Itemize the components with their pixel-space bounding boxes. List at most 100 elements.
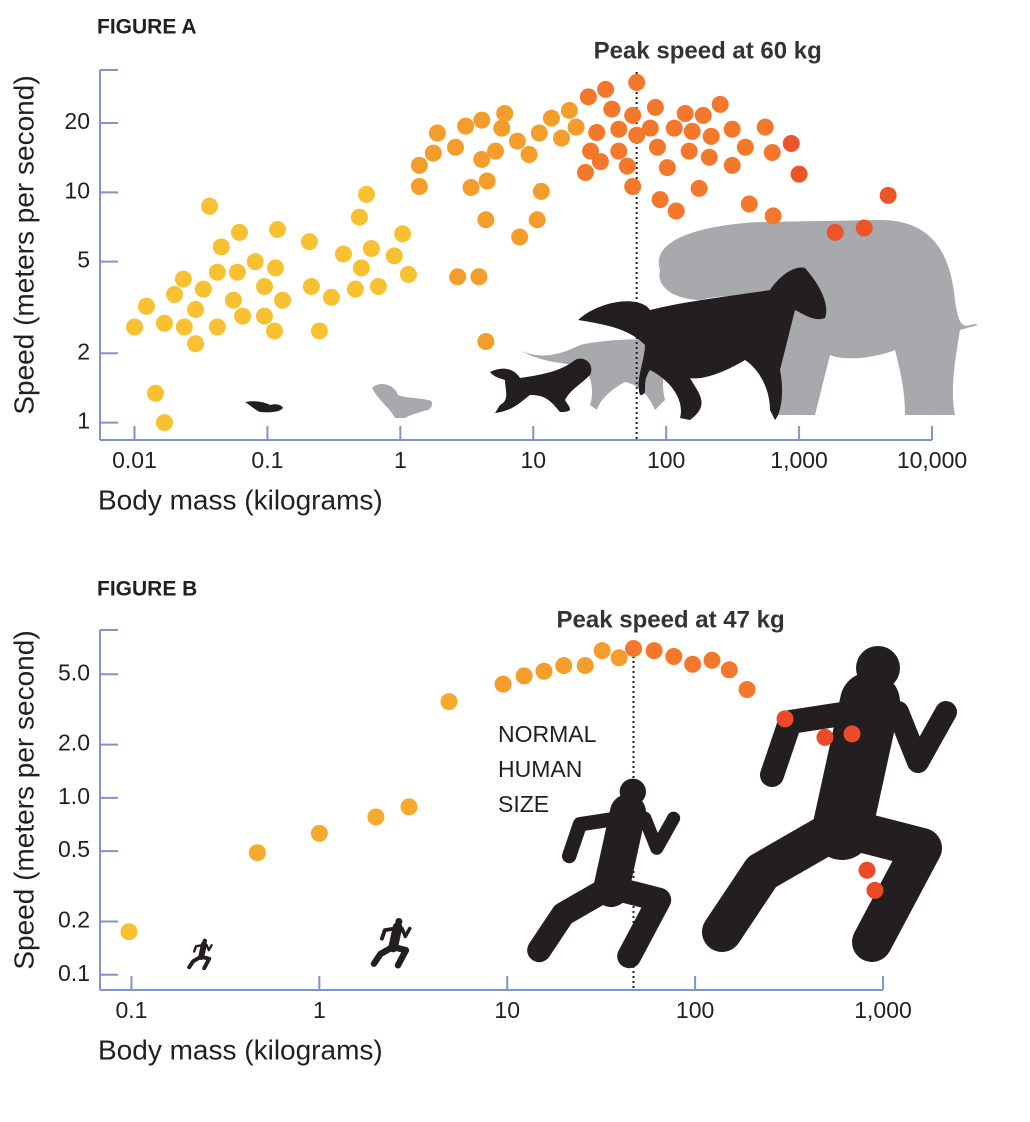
data-point xyxy=(302,277,320,295)
data-point xyxy=(703,651,721,669)
data-point xyxy=(268,220,286,238)
data-point xyxy=(723,120,741,138)
data-point xyxy=(147,384,165,402)
data-point xyxy=(764,207,782,225)
data-point xyxy=(658,159,676,177)
data-point xyxy=(665,119,683,137)
data-point xyxy=(628,126,646,144)
x-tick-label: 0.01 xyxy=(112,447,157,473)
data-point xyxy=(120,923,138,941)
data-point xyxy=(591,153,609,171)
data-point xyxy=(137,297,155,315)
data-point xyxy=(511,228,529,246)
data-point xyxy=(478,172,496,190)
data-point xyxy=(826,223,844,241)
data-point xyxy=(542,109,560,127)
data-point xyxy=(477,211,495,229)
data-point xyxy=(350,208,368,226)
x-tick-label: 100 xyxy=(676,997,714,1023)
y-tick-label: 5.0 xyxy=(58,659,90,685)
data-point xyxy=(816,728,834,746)
data-point xyxy=(567,118,585,136)
data-point xyxy=(352,259,370,277)
y-axis-label: Speed (meters per second) xyxy=(8,630,39,969)
data-point xyxy=(494,675,512,693)
data-point xyxy=(362,240,380,258)
data-point xyxy=(446,138,464,156)
data-point xyxy=(625,639,643,657)
annotation: SIZE xyxy=(498,791,549,817)
data-point xyxy=(676,105,694,123)
data-point xyxy=(740,195,758,213)
data-point xyxy=(576,657,594,675)
data-point xyxy=(843,725,861,743)
data-point xyxy=(528,211,546,229)
data-point xyxy=(790,165,808,183)
x-axis-label: Body mass (kilograms) xyxy=(98,484,383,515)
data-point xyxy=(394,225,412,243)
data-point xyxy=(782,135,800,153)
data-point xyxy=(588,123,606,141)
data-point xyxy=(515,667,533,685)
data-point xyxy=(648,138,666,156)
peak-label: Peak speed at 47 kg xyxy=(557,606,785,633)
data-point xyxy=(473,150,491,168)
y-tick-label: 5 xyxy=(77,247,90,273)
y-tick-label: 20 xyxy=(64,108,90,134)
data-point xyxy=(720,661,738,679)
data-point xyxy=(228,263,246,281)
data-point xyxy=(532,182,550,200)
data-point xyxy=(690,179,708,197)
data-point xyxy=(858,861,876,879)
data-point xyxy=(201,197,219,215)
data-point xyxy=(493,119,511,137)
y-tick-label: 2.0 xyxy=(58,730,90,756)
data-point xyxy=(535,662,553,680)
data-point xyxy=(367,808,385,826)
data-point xyxy=(610,120,628,138)
x-tick-label: 1,000 xyxy=(854,997,912,1023)
data-point xyxy=(477,332,495,350)
data-point xyxy=(641,119,659,137)
annotation: NORMAL xyxy=(498,721,597,747)
data-point xyxy=(597,80,615,98)
data-point xyxy=(738,681,756,699)
y-tick-label: 1.0 xyxy=(58,783,90,809)
data-point xyxy=(694,106,712,124)
data-point xyxy=(266,259,284,277)
data-point xyxy=(680,142,698,160)
data-point xyxy=(665,648,683,666)
x-tick-label: 100 xyxy=(647,447,685,473)
data-point xyxy=(470,268,488,286)
data-point xyxy=(166,285,184,303)
data-point xyxy=(208,318,226,336)
data-point xyxy=(126,318,144,336)
data-point xyxy=(175,318,193,336)
data-point xyxy=(334,245,352,263)
data-point xyxy=(234,307,252,325)
data-point xyxy=(399,265,417,283)
x-tick-label: 1 xyxy=(313,997,326,1023)
data-point xyxy=(410,178,428,196)
data-point xyxy=(428,124,446,142)
data-point xyxy=(520,146,538,164)
data-point xyxy=(555,657,573,675)
data-point xyxy=(756,118,774,136)
data-point xyxy=(610,649,628,667)
data-point xyxy=(736,138,754,156)
data-point xyxy=(723,156,741,174)
runner-silhouettes xyxy=(189,646,946,968)
data-point xyxy=(274,291,292,309)
data-point xyxy=(155,314,173,332)
data-point xyxy=(684,655,702,673)
data-point xyxy=(552,129,570,147)
data-point xyxy=(618,157,636,175)
x-tick-label: 0.1 xyxy=(115,997,147,1023)
data-point xyxy=(369,277,387,295)
x-tick-label: 10 xyxy=(520,447,546,473)
data-point xyxy=(187,300,205,318)
data-point xyxy=(473,111,491,129)
data-point xyxy=(879,186,897,204)
data-point xyxy=(487,142,505,160)
data-point xyxy=(322,288,340,306)
